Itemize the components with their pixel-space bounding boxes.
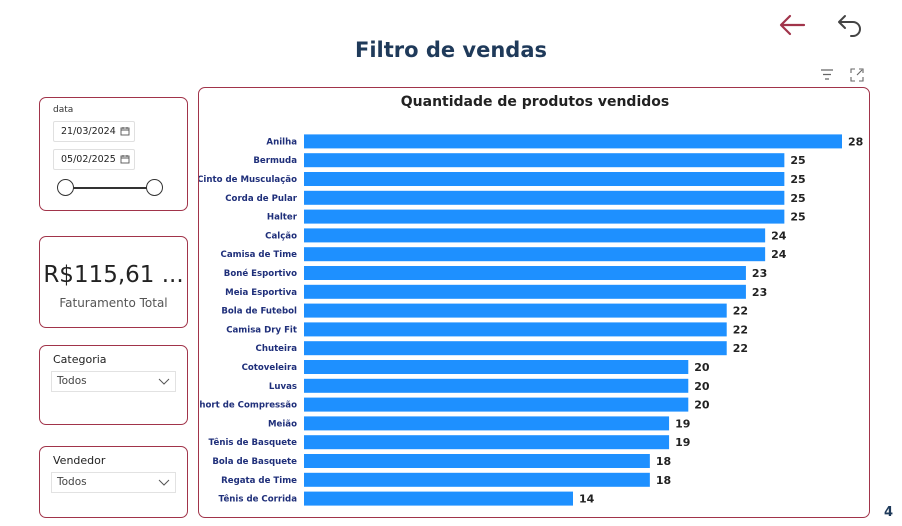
category-label: Chuteira — [256, 344, 298, 354]
bar-chart-visual: Quantidade de produtos vendidos Anilha 28… — [198, 87, 870, 518]
bar[interactable] — [304, 247, 766, 262]
back-arrow-icon[interactable] — [777, 10, 807, 40]
category-label: Meia Esportiva — [225, 288, 297, 298]
end-date-value: 05/02/2025 — [61, 154, 116, 165]
range-end-handle[interactable] — [146, 179, 163, 196]
filter-icon[interactable] — [818, 66, 836, 84]
data-label: 14 — [579, 493, 595, 506]
category-label: Cinto de Musculação — [199, 175, 297, 185]
category-label: Halter — [267, 213, 298, 223]
kpi-value: R$115,61 ... — [43, 262, 184, 288]
kpi-card: R$115,61 ... Faturamento Total — [39, 236, 188, 328]
data-label: 25 — [790, 154, 805, 167]
categoria-slicer: Categoria Todos — [39, 345, 188, 425]
category-label: Regata de Time — [221, 476, 297, 486]
bar[interactable] — [304, 209, 785, 224]
bar[interactable] — [304, 134, 842, 149]
bar[interactable] — [304, 228, 766, 243]
focus-mode-icon[interactable] — [848, 66, 866, 84]
data-label: 24 — [771, 229, 787, 242]
date-slicer: data 21/03/2024 05/02/2025 — [39, 97, 188, 211]
vendedor-dropdown[interactable]: Todos — [51, 472, 176, 493]
data-label: 20 — [694, 361, 710, 374]
bar[interactable] — [304, 454, 650, 468]
category-label: Bola de Basquete — [212, 457, 297, 467]
data-label: 22 — [733, 323, 748, 336]
visual-header-tools — [818, 66, 868, 84]
kpi-label: Faturamento Total — [59, 296, 168, 310]
data-label: 28 — [848, 135, 863, 148]
data-label: 22 — [733, 305, 748, 318]
chart-title: Quantidade de produtos vendidos — [400, 94, 670, 110]
category-label: Luvas — [269, 382, 297, 392]
date-range-track[interactable] — [66, 187, 154, 189]
range-start-handle[interactable] — [57, 179, 74, 196]
category-label: Short de Compressão — [199, 401, 297, 411]
data-label: 24 — [771, 248, 787, 261]
bar[interactable] — [304, 360, 689, 374]
bar[interactable] — [304, 397, 689, 412]
end-date-input[interactable]: 05/02/2025 — [53, 149, 135, 170]
bar[interactable] — [304, 190, 785, 205]
data-label: 20 — [694, 380, 710, 393]
category-label: Camisa de Time — [221, 250, 298, 260]
category-label: Meião — [268, 419, 297, 429]
bar[interactable] — [304, 284, 746, 299]
category-label: Camisa Dry Fit — [226, 325, 297, 335]
categoria-selected: Todos — [57, 375, 87, 387]
chevron-down-icon[interactable] — [158, 478, 170, 490]
bar[interactable] — [304, 322, 727, 337]
category-label: Tênis de Corrida — [218, 494, 297, 505]
data-label: 20 — [694, 399, 710, 412]
vendedor-slicer: Vendedor Todos — [39, 446, 188, 518]
vendedor-title: Vendedor — [53, 454, 106, 467]
category-label: Bola de Futebol — [221, 307, 297, 317]
data-label: 23 — [752, 267, 767, 280]
category-label: Cotoveleira — [242, 363, 298, 373]
data-label: 18 — [656, 455, 671, 468]
category-label: Calção — [265, 231, 297, 241]
bar[interactable] — [304, 435, 670, 450]
bar[interactable] — [304, 303, 727, 318]
start-date-value: 21/03/2024 — [61, 126, 116, 137]
bar[interactable] — [304, 341, 727, 356]
data-label: 25 — [790, 211, 805, 224]
calendar-icon[interactable] — [120, 126, 130, 139]
bar[interactable] — [304, 378, 689, 393]
categoria-dropdown[interactable]: Todos — [51, 371, 176, 392]
date-slicer-title: data — [53, 105, 74, 115]
bar[interactable] — [304, 153, 785, 168]
data-label: 23 — [752, 286, 767, 299]
category-label: Tênis de Basquete — [209, 437, 298, 448]
vendedor-selected: Todos — [57, 476, 87, 488]
bar[interactable] — [304, 172, 785, 186]
bar[interactable] — [304, 266, 746, 280]
chevron-down-icon[interactable] — [158, 377, 170, 389]
data-label: 18 — [656, 474, 671, 487]
category-label: Boné Esportivo — [224, 268, 297, 279]
page-number: 4 — [884, 505, 894, 520]
data-label: 19 — [675, 417, 690, 430]
bar[interactable] — [304, 416, 670, 431]
category-label: Bermuda — [253, 156, 297, 166]
page-title: Filtro de vendas — [354, 38, 548, 62]
undo-icon[interactable] — [835, 10, 865, 40]
bar[interactable] — [304, 472, 650, 487]
data-label: 22 — [733, 342, 748, 355]
bar-chart: Anilha 28 Bermuda 25 Cinto de Musculação 25 Co… — [199, 134, 863, 506]
data-label: 25 — [790, 192, 805, 205]
category-label: Anilha — [266, 137, 297, 147]
data-label: 25 — [790, 173, 805, 186]
category-label: Corda de Pular — [225, 194, 298, 204]
data-label: 19 — [675, 436, 690, 449]
bar[interactable] — [304, 491, 573, 506]
categoria-title: Categoria — [53, 353, 107, 366]
calendar-icon[interactable] — [120, 154, 130, 167]
start-date-input[interactable]: 21/03/2024 — [53, 121, 135, 142]
